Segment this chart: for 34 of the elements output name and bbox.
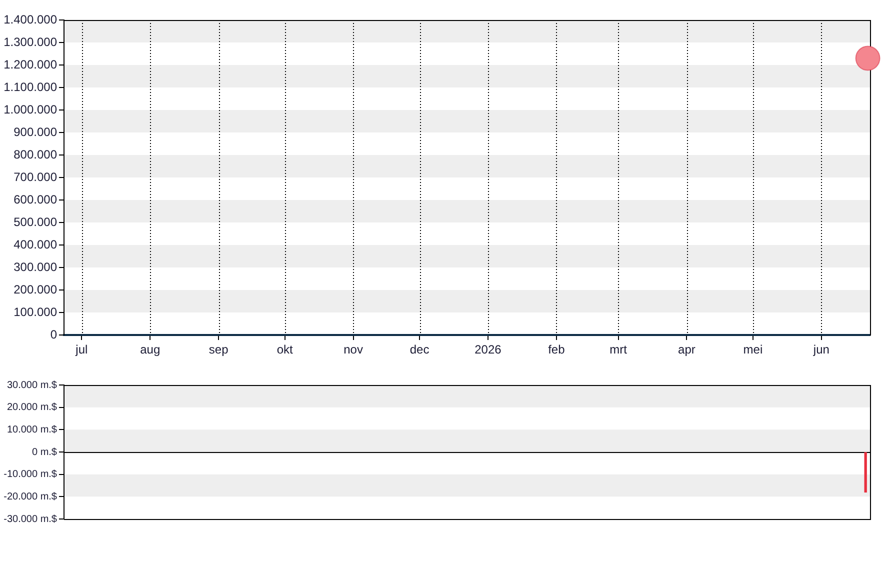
y-tick-label: 20.000 m.$ bbox=[6, 402, 58, 414]
x-tick-label: nov bbox=[344, 342, 363, 357]
y-tick-label: 30.000 m.$ bbox=[6, 380, 58, 391]
x-tick-label: jun bbox=[812, 342, 830, 357]
y-tick-label: 0 m.$ bbox=[32, 446, 58, 458]
y-tick-label: 1.300.000 bbox=[4, 34, 58, 49]
y-tick-label: -10.000 m.$ bbox=[4, 469, 58, 480]
x-tick-label: okt bbox=[276, 342, 294, 357]
x-tick-label: mei bbox=[743, 342, 763, 357]
y-tick-label: 200.000 bbox=[14, 282, 58, 296]
y-tick-label: 600.000 bbox=[14, 192, 58, 206]
y-tick-label: 1.200.000 bbox=[4, 57, 58, 72]
x-tick-label: mrt bbox=[610, 342, 628, 357]
y-tick-label: 1.100.000 bbox=[4, 80, 58, 94]
y-tick-label: 800.000 bbox=[14, 147, 58, 162]
x-tick-label: feb bbox=[548, 342, 566, 357]
y-tick-label: 300.000 bbox=[14, 260, 58, 274]
y-tick-label: 10.000 m.$ bbox=[6, 424, 58, 436]
x-tick-label: dec bbox=[410, 342, 430, 357]
y-tick-label: 1.400.000 bbox=[4, 12, 58, 26]
x-tick-label: aug bbox=[140, 342, 160, 357]
y-tick-label: 400.000 bbox=[14, 237, 58, 252]
y-tick-label: -30.000 m.$ bbox=[4, 514, 58, 525]
y-tick-label: 500.000 bbox=[14, 214, 58, 229]
x-tick-label: apr bbox=[678, 342, 696, 357]
y-tick-label: -20.000 m.$ bbox=[4, 491, 58, 502]
x-tick-label: sep bbox=[208, 342, 229, 357]
y-tick-label: 1.000.000 bbox=[4, 102, 58, 116]
y-tick-label: 100.000 bbox=[14, 304, 58, 319]
y-tick-label: 700.000 bbox=[14, 170, 58, 184]
x-tick-label: jul bbox=[74, 342, 88, 357]
y-tick-label: 900.000 bbox=[14, 124, 58, 139]
x-tick-label: 2026 bbox=[474, 342, 502, 357]
y-tick-label: 0 bbox=[50, 327, 58, 342]
